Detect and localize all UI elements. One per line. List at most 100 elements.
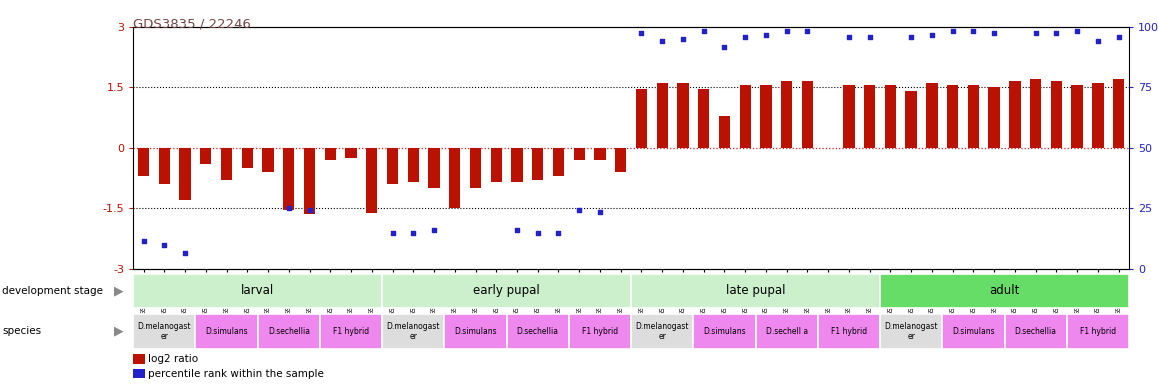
Bar (755, 314, 818, 349)
Bar (631, 274, 880, 308)
Point (798, 28, 816, 34)
Point (1047, 30, 1065, 36)
Bar (1004, 314, 1067, 349)
Point (653, 38, 672, 44)
Point (300, 207, 318, 214)
Bar (780, 81, 792, 148)
Bar (740, 85, 750, 148)
Bar (880, 274, 1129, 308)
Bar (569, 314, 631, 349)
Point (134, 237, 153, 244)
Text: D.sechell a: D.sechell a (765, 327, 808, 336)
Text: F1 hybrid: F1 hybrid (334, 327, 369, 336)
Bar (470, 148, 482, 188)
Text: D.sechellia: D.sechellia (516, 327, 559, 336)
Bar (926, 83, 938, 148)
Bar (242, 148, 252, 168)
Text: D.simulans: D.simulans (454, 327, 497, 336)
Point (155, 242, 174, 248)
Text: D.simulans: D.simulans (205, 327, 248, 336)
Bar (657, 83, 668, 148)
Bar (1071, 85, 1083, 148)
Bar (408, 148, 419, 182)
Bar (200, 148, 212, 164)
Point (736, 34, 755, 40)
Text: D.sechellia: D.sechellia (1014, 327, 1057, 336)
Point (632, 30, 651, 36)
Bar (159, 148, 170, 184)
Bar (989, 88, 999, 148)
Text: ▶: ▶ (115, 325, 124, 338)
Point (570, 207, 588, 214)
Point (902, 34, 921, 40)
Bar (761, 85, 771, 148)
Text: F1 hybrid: F1 hybrid (1080, 327, 1116, 336)
Text: D.simulans: D.simulans (952, 327, 995, 336)
Bar (428, 148, 440, 188)
Bar (512, 148, 522, 182)
Point (923, 32, 941, 38)
Text: D.melanogast
er: D.melanogast er (387, 322, 440, 341)
Bar (719, 116, 731, 148)
Bar (631, 314, 694, 349)
Bar (885, 85, 896, 148)
Text: D.melanogast
er: D.melanogast er (885, 322, 938, 341)
Bar (1092, 83, 1104, 148)
Bar (491, 148, 501, 182)
Text: D.sechellia: D.sechellia (267, 327, 310, 336)
Point (591, 209, 609, 215)
Point (176, 250, 195, 256)
Bar (1050, 81, 1062, 148)
Point (965, 28, 983, 34)
Bar (283, 148, 294, 210)
Bar (196, 314, 257, 349)
Bar (133, 274, 382, 308)
Bar (179, 148, 191, 200)
Point (425, 227, 444, 233)
Bar (1067, 314, 1129, 349)
Bar (382, 274, 631, 308)
Point (1089, 38, 1107, 44)
Bar (257, 314, 320, 349)
Bar (801, 81, 813, 148)
Bar (864, 85, 875, 148)
Bar (320, 314, 382, 349)
Bar (594, 148, 606, 160)
Bar (133, 314, 196, 349)
Bar (615, 148, 626, 172)
Point (549, 230, 567, 236)
Bar (506, 314, 569, 349)
Point (716, 44, 734, 50)
Point (279, 205, 298, 212)
Text: adult: adult (989, 285, 1020, 297)
Bar (636, 89, 647, 148)
Bar (345, 148, 357, 158)
Point (1026, 30, 1045, 36)
Bar (445, 314, 506, 349)
Bar (138, 148, 149, 176)
Point (840, 34, 858, 40)
Text: species: species (2, 326, 42, 336)
Text: early pupal: early pupal (474, 285, 540, 297)
Bar (449, 148, 461, 209)
Text: log2 ratio: log2 ratio (148, 354, 198, 364)
Text: percentile rank within the sample: percentile rank within the sample (148, 369, 324, 379)
Bar (947, 85, 959, 148)
Bar (694, 314, 755, 349)
Point (860, 34, 879, 40)
Text: D.melanogast
er: D.melanogast er (636, 322, 689, 341)
Bar (221, 148, 233, 180)
Point (674, 36, 692, 42)
Point (777, 28, 796, 34)
Bar (943, 314, 1004, 349)
Point (1109, 34, 1128, 40)
Text: D.simulans: D.simulans (703, 327, 746, 336)
Text: D.melanogast
er: D.melanogast er (138, 322, 191, 341)
Bar (532, 148, 543, 180)
Point (1068, 28, 1086, 34)
Point (944, 28, 962, 34)
Bar (387, 148, 398, 184)
Point (695, 28, 713, 34)
Bar (573, 148, 585, 160)
Bar (382, 314, 445, 349)
